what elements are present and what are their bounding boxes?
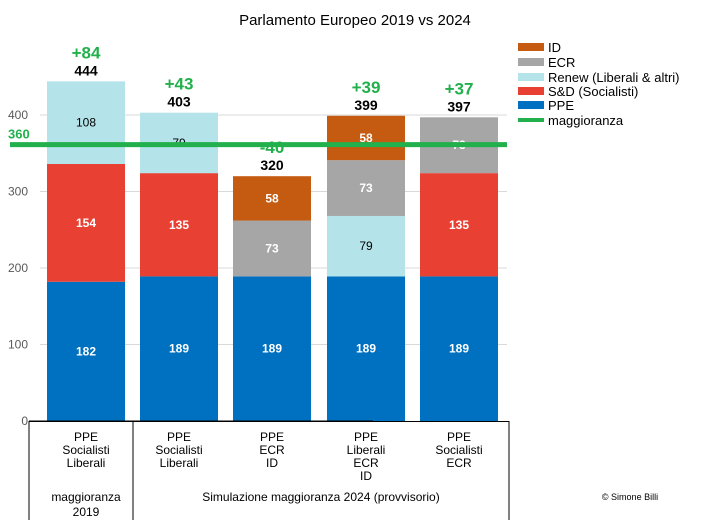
segment-label: 58 — [359, 131, 373, 145]
y-tick-label: 100 — [8, 338, 28, 352]
chart-title: Parlamento Europeo 2019 vs 2024 — [239, 12, 471, 29]
legend-label: Renew (Liberali & altri) — [548, 70, 680, 85]
segment-label: 189 — [449, 342, 469, 356]
credit-text: © Simone Billi — [602, 492, 658, 502]
legend-label: maggioranza — [548, 113, 624, 128]
total-label: 399 — [354, 97, 378, 113]
category-label: Socialisti — [155, 443, 202, 457]
total-label: 403 — [167, 94, 191, 110]
category-label: Liberali — [67, 456, 106, 470]
bar-segment-PPE — [420, 276, 498, 421]
delta-label: +39 — [352, 78, 381, 97]
total-label: 444 — [74, 62, 98, 78]
bar-segment-S&D (Socialisti) — [47, 163, 125, 282]
legend-label: PPE — [548, 98, 574, 113]
bar-segment-Renew (Liberali & altri) — [47, 81, 125, 164]
legend-swatch — [518, 58, 544, 66]
delta-label: -40 — [260, 138, 285, 157]
segment-label: 135 — [449, 218, 469, 232]
legend-swatch — [518, 87, 544, 95]
majority-value-label: 360 — [8, 127, 30, 142]
legend-label: ID — [548, 40, 561, 55]
bar-segment-Renew (Liberali & altri) — [327, 215, 405, 277]
category-label: ID — [266, 456, 278, 470]
segment-label: 58 — [265, 191, 279, 205]
category-label: Liberali — [160, 456, 199, 470]
legend-swatch — [518, 43, 544, 51]
bar-segment-PPE — [233, 276, 311, 421]
category-label: PPE — [447, 430, 471, 444]
bar-segment-ID — [233, 176, 311, 221]
segment-label: 182 — [76, 344, 96, 358]
category-label: Socialisti — [62, 443, 109, 457]
segment-label: 108 — [76, 116, 96, 130]
category-label: Socialisti — [435, 443, 482, 457]
segment-label: 73 — [265, 241, 279, 255]
segment-label: 189 — [262, 342, 282, 356]
category-label: Liberali — [347, 443, 386, 457]
segment-label: 154 — [76, 216, 96, 230]
category-label: PPE — [354, 430, 378, 444]
group-label: Simulazione maggioranza 2024 (provvisori… — [202, 490, 439, 504]
legend-swatch — [518, 73, 544, 81]
category-label: ECR — [353, 456, 379, 470]
group-label: maggioranza — [51, 490, 121, 504]
group-label: 2019 — [73, 505, 100, 519]
category-label: PPE — [260, 430, 284, 444]
y-tick-label: 300 — [8, 185, 28, 199]
bar-segment-S&D (Socialisti) — [140, 173, 218, 277]
segment-label: 135 — [169, 218, 189, 232]
legend-swatch — [518, 101, 544, 109]
bar-segment-PPE — [47, 281, 125, 421]
segment-label: 73 — [359, 181, 373, 195]
segment-label: 79 — [359, 239, 373, 253]
segment-label: 189 — [356, 342, 376, 356]
category-label: PPE — [74, 430, 98, 444]
bar-segment-ID — [327, 115, 405, 161]
legend-label: ECR — [548, 55, 575, 70]
bar-segment-S&D (Socialisti) — [420, 173, 498, 277]
delta-label: +43 — [165, 75, 194, 94]
y-tick-label: 0 — [21, 414, 28, 428]
bar-segment-ECR — [327, 160, 405, 216]
bar-segment-ECR — [233, 220, 311, 277]
total-label: 397 — [447, 98, 471, 114]
y-tick-label: 400 — [8, 108, 28, 122]
total-label: 320 — [260, 157, 284, 173]
category-label: ID — [360, 469, 372, 483]
category-label: PPE — [167, 430, 191, 444]
category-label: ECR — [259, 443, 285, 457]
delta-label: +84 — [72, 43, 101, 62]
bar-segment-PPE — [140, 276, 218, 421]
y-tick-label: 200 — [8, 261, 28, 275]
legend-label: S&D (Socialisti) — [548, 84, 638, 99]
category-label: ECR — [446, 456, 472, 470]
delta-label: +37 — [445, 79, 474, 98]
segment-label: 189 — [169, 342, 189, 356]
bar-segment-PPE — [327, 276, 405, 421]
